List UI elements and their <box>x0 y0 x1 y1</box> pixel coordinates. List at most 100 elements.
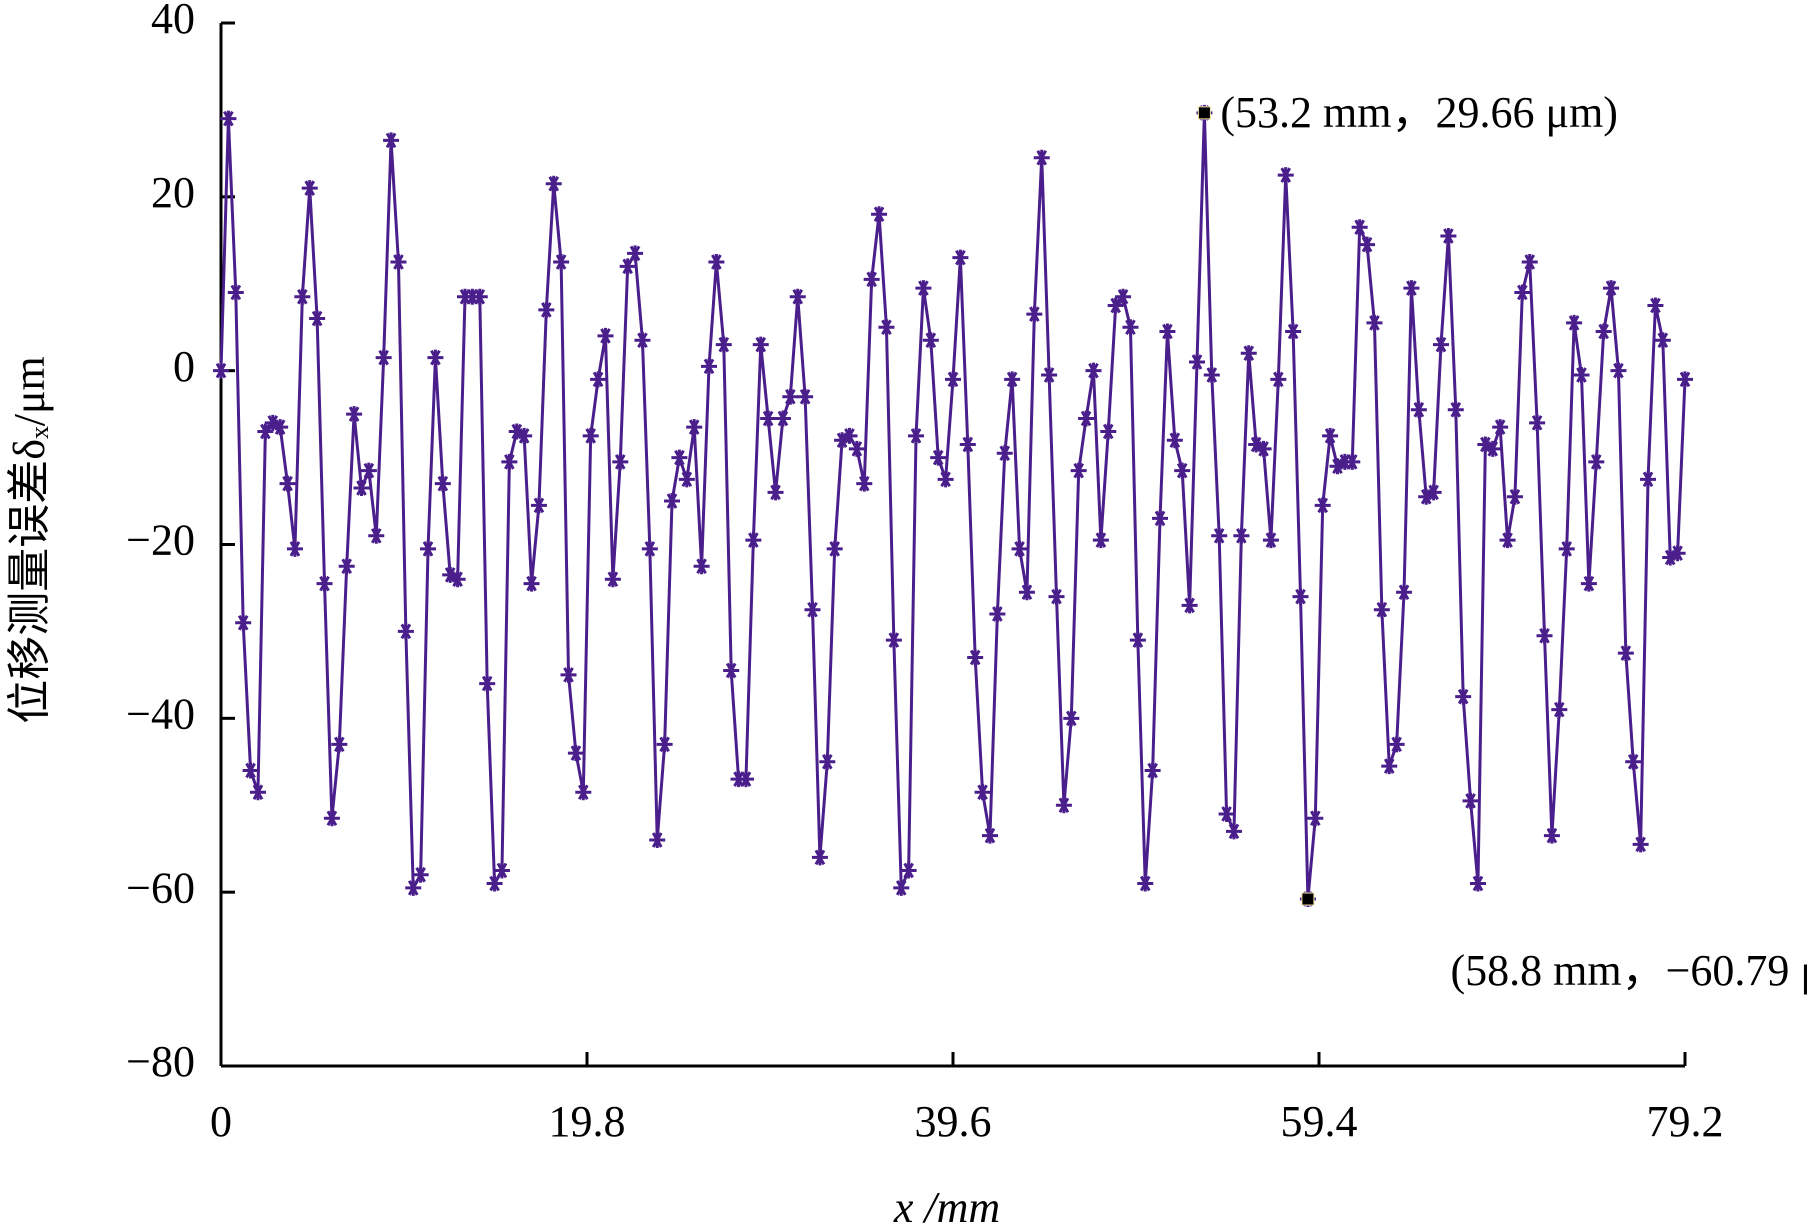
marker <box>501 453 518 470</box>
marker <box>1484 440 1501 457</box>
marker <box>1277 167 1294 184</box>
marker <box>442 566 459 583</box>
marker <box>383 132 400 149</box>
marker <box>656 736 673 753</box>
y-tick-label: −40 <box>126 689 195 738</box>
marker <box>1521 254 1538 271</box>
marker <box>841 427 858 444</box>
marker <box>1455 688 1472 705</box>
x-tick-label: 0 <box>210 1097 232 1146</box>
marker <box>1048 588 1065 605</box>
marker <box>1181 597 1198 614</box>
marker <box>996 445 1013 462</box>
marker <box>641 540 658 557</box>
marker <box>1070 462 1087 479</box>
marker <box>989 606 1006 623</box>
marker <box>760 410 777 427</box>
marker <box>789 288 806 305</box>
marker <box>279 475 296 492</box>
marker <box>1359 236 1376 253</box>
marker <box>316 575 333 592</box>
marker <box>826 540 843 557</box>
marker <box>405 879 422 896</box>
marker <box>1100 423 1117 440</box>
marker <box>1078 410 1095 427</box>
marker <box>708 254 725 271</box>
marker <box>627 245 644 262</box>
marker <box>1351 219 1368 236</box>
marker <box>1536 627 1553 644</box>
marker <box>353 480 370 497</box>
marker <box>885 632 902 649</box>
marker <box>774 410 791 427</box>
marker <box>1543 827 1560 844</box>
marker <box>1654 332 1671 349</box>
marker <box>922 332 939 349</box>
marker <box>420 540 437 557</box>
marker <box>900 862 917 879</box>
marker <box>449 571 466 588</box>
marker <box>597 327 614 344</box>
marker <box>1514 284 1531 301</box>
marker <box>693 558 710 575</box>
marker <box>1218 805 1235 822</box>
marker <box>301 180 318 197</box>
marker <box>1603 280 1620 297</box>
marker <box>1617 645 1634 662</box>
marker <box>1018 584 1035 601</box>
marker <box>612 453 629 470</box>
y-tick-label: −20 <box>126 516 195 565</box>
y-tick-label: −60 <box>126 863 195 912</box>
marker <box>981 827 998 844</box>
marker <box>686 419 703 436</box>
marker <box>634 332 651 349</box>
marker <box>893 879 910 896</box>
marker <box>1403 280 1420 297</box>
marker <box>1388 736 1405 753</box>
marker <box>1033 149 1050 166</box>
annotation-marker <box>1197 106 1211 120</box>
marker <box>1506 488 1523 505</box>
marker <box>1122 319 1139 336</box>
marker <box>227 284 244 301</box>
marker <box>915 280 932 297</box>
marker <box>375 349 392 366</box>
marker <box>560 666 577 683</box>
x-axis-label: x /mm <box>893 1183 1000 1231</box>
marker <box>1433 336 1449 353</box>
marker <box>1255 440 1272 457</box>
marker <box>1447 401 1464 418</box>
marker <box>427 349 444 366</box>
marker <box>1662 549 1679 566</box>
marker <box>1314 497 1331 514</box>
marker <box>390 254 407 271</box>
marker <box>575 784 592 801</box>
marker <box>1410 401 1427 418</box>
marker <box>1647 297 1664 314</box>
marker <box>1425 484 1442 501</box>
marker <box>508 423 525 440</box>
marker <box>235 614 252 631</box>
marker <box>804 601 821 618</box>
marker <box>493 862 510 879</box>
marker <box>1595 323 1612 340</box>
marker <box>1573 367 1590 384</box>
marker <box>1477 436 1494 453</box>
marker <box>1137 875 1154 892</box>
marker <box>1144 762 1161 779</box>
y-tick-label: 20 <box>151 168 195 217</box>
marker <box>213 362 229 379</box>
marker <box>1055 797 1072 814</box>
marker <box>272 419 289 436</box>
marker <box>1085 362 1102 379</box>
marker <box>1152 510 1169 527</box>
marker <box>553 254 570 271</box>
marker <box>1166 432 1183 449</box>
marker <box>1115 288 1132 305</box>
marker <box>486 875 503 892</box>
marker <box>1026 306 1043 323</box>
marker <box>1011 540 1028 557</box>
marker <box>1640 471 1657 488</box>
marker <box>701 358 717 375</box>
marker <box>1285 323 1302 340</box>
